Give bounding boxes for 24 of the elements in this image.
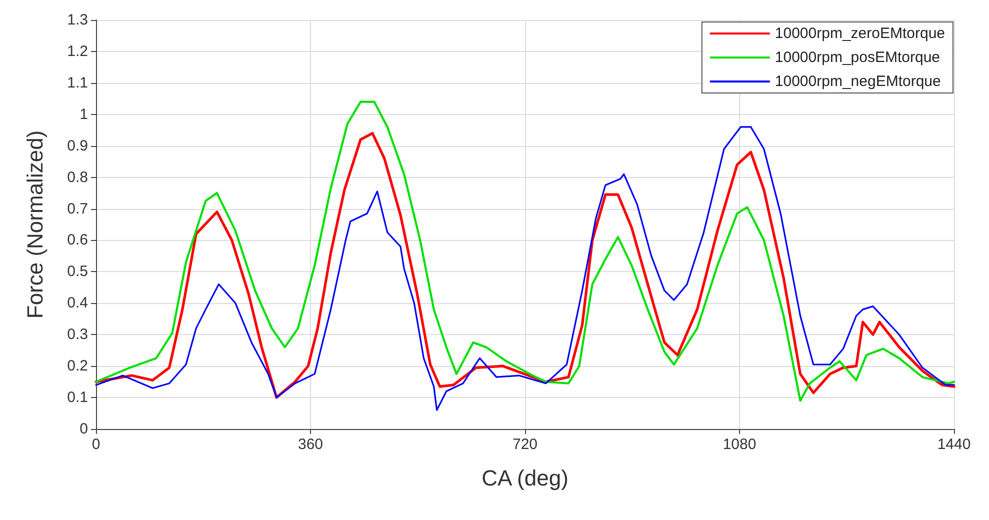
x-tick-label: 720 xyxy=(512,436,538,453)
y-axis-title: Force (Normalized) xyxy=(22,130,48,319)
y-tick-label: 0.8 xyxy=(67,168,88,186)
y-tick-label: 0.1 xyxy=(67,389,88,406)
x-tick-label: 0 xyxy=(92,436,100,453)
y-tick-label: 1.3 xyxy=(67,12,88,28)
legend-label: 10000rpm_negEMtorque xyxy=(774,73,941,90)
x-axis-title: CA (deg) xyxy=(482,466,568,490)
y-tick-label: 0.4 xyxy=(67,294,88,312)
y-tick-label: 0.9 xyxy=(67,137,88,154)
y-tick-label: 0.2 xyxy=(67,358,88,375)
x-tick-label: 1080 xyxy=(722,436,756,453)
y-tick-label: 0.3 xyxy=(67,326,88,344)
x-tick-label: 360 xyxy=(298,436,324,453)
legend-label: 10000rpm_posEMtorque xyxy=(774,49,940,66)
y-tick-label: 0.5 xyxy=(67,263,88,280)
y-tick-label: 0 xyxy=(80,420,88,438)
y-tick-label: 0.6 xyxy=(67,232,88,249)
y-tick-label: 0.7 xyxy=(67,200,88,218)
y-tick-label: 1 xyxy=(80,106,88,123)
x-tick-label: 1440 xyxy=(937,436,971,453)
y-tick-label: 1.2 xyxy=(67,42,88,60)
legend-label: 10000rpm_zeroEMtorque xyxy=(774,25,946,42)
y-tick-label: 1.1 xyxy=(67,74,88,92)
